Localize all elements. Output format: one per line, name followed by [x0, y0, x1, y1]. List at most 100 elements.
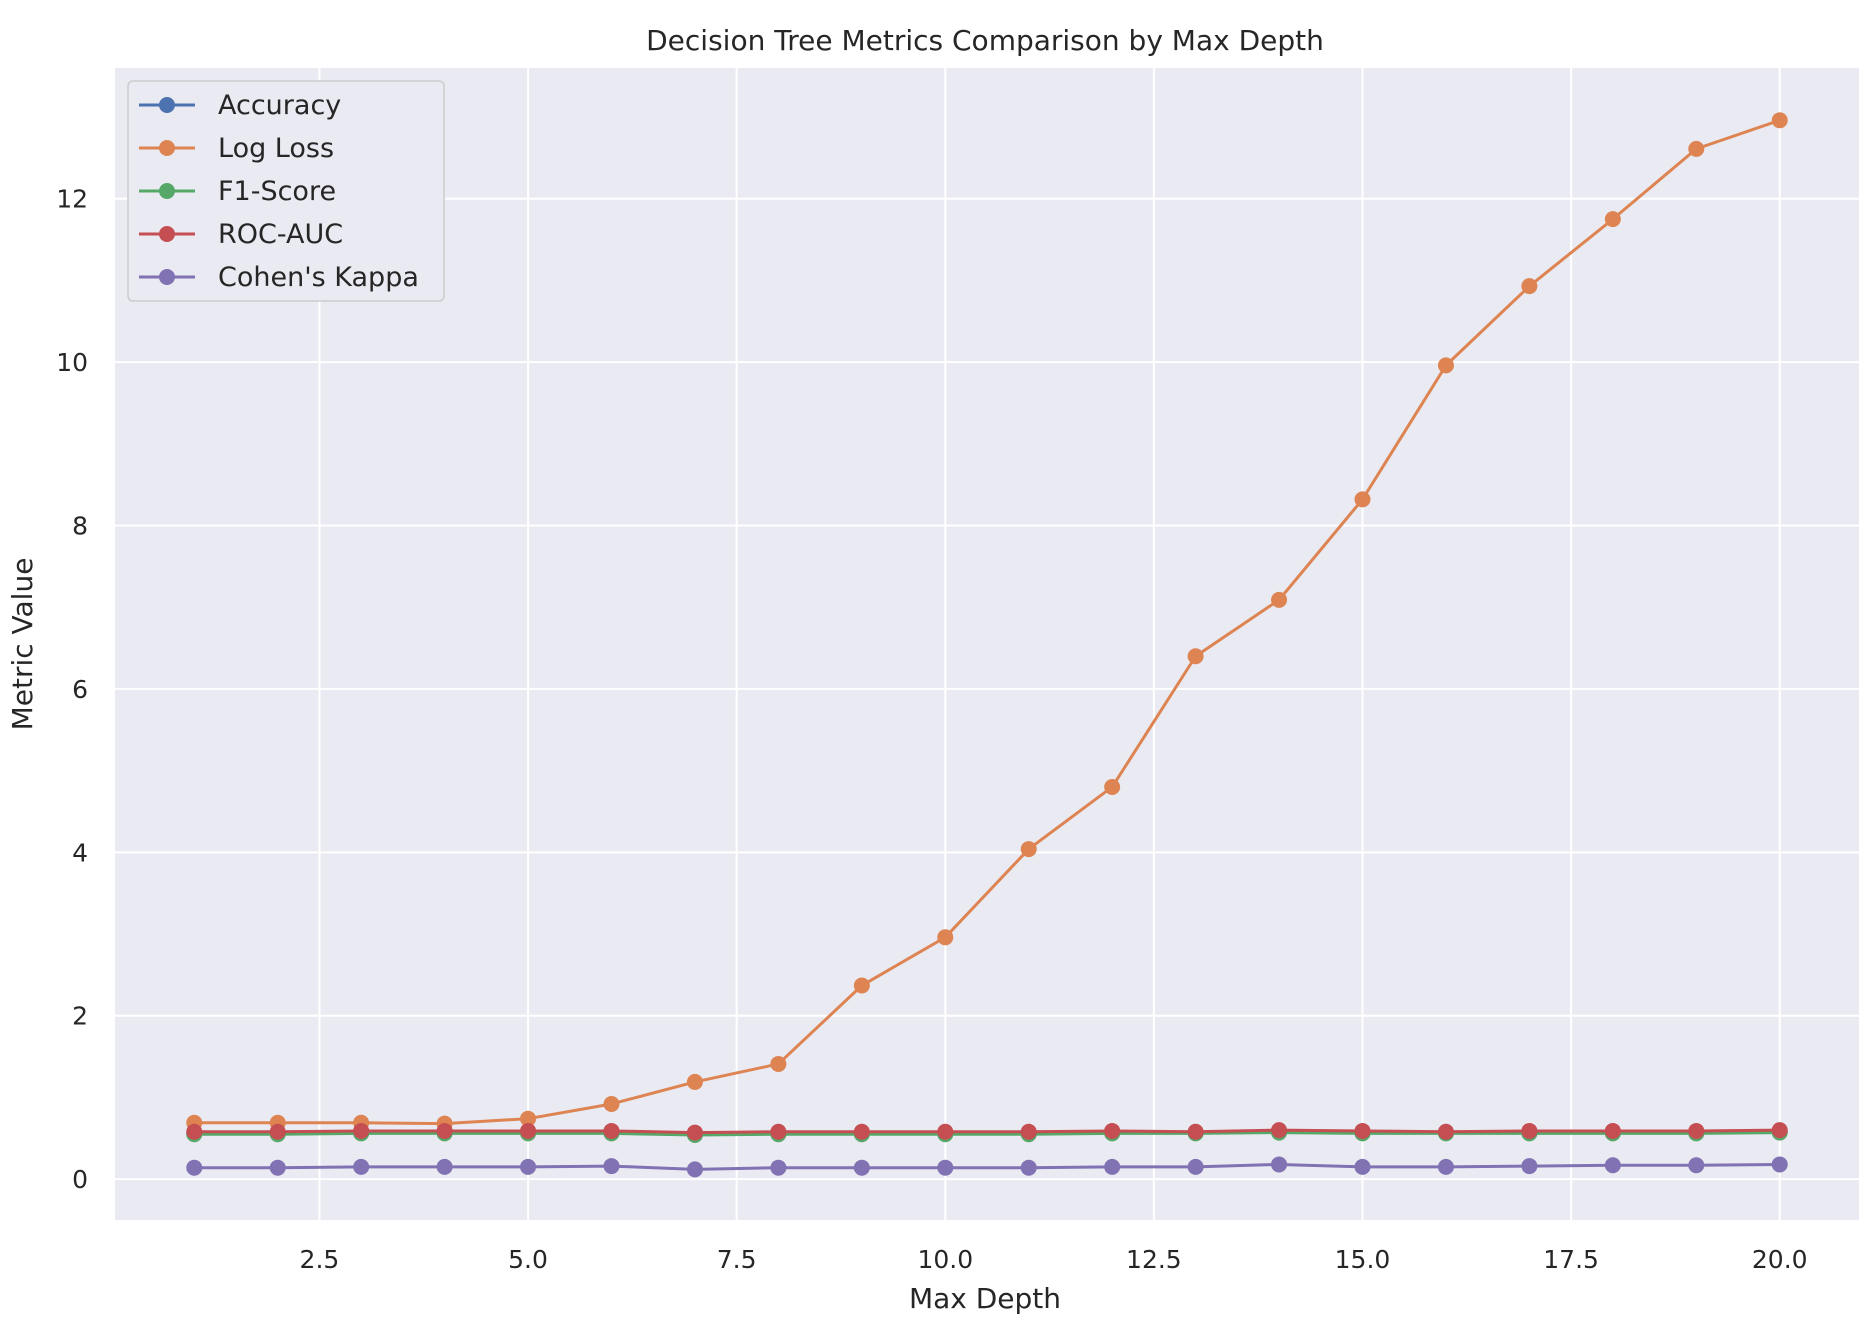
x-tick-label: 12.5	[1126, 1245, 1182, 1274]
data-point	[1521, 278, 1538, 295]
x-tick-label: 10.0	[917, 1245, 973, 1274]
data-point	[1271, 1156, 1288, 1173]
x-axis-label: Max Depth	[909, 1282, 1061, 1315]
data-point	[937, 929, 954, 946]
y-tick-label: 2	[72, 1002, 88, 1031]
legend-label: Cohen's Kappa	[218, 262, 419, 293]
data-point	[770, 1055, 787, 1072]
series-log-loss	[186, 112, 1788, 1132]
data-point	[1604, 1122, 1621, 1139]
legend-box	[127, 80, 445, 302]
data-point	[269, 1159, 286, 1176]
data-point	[937, 1159, 954, 1176]
data-point	[1771, 1122, 1788, 1139]
x-tick-label: 17.5	[1543, 1245, 1599, 1274]
data-point	[603, 1122, 620, 1139]
y-tick-label: 4	[72, 838, 88, 867]
data-point	[1104, 1158, 1121, 1175]
x-tick-label: 15.0	[1335, 1245, 1391, 1274]
data-point	[1521, 1158, 1538, 1175]
data-point	[353, 1158, 370, 1175]
data-point	[520, 1110, 537, 1127]
data-point	[1604, 1157, 1621, 1174]
data-point	[269, 1123, 286, 1140]
data-point	[1020, 841, 1037, 858]
data-point	[770, 1123, 787, 1140]
data-point	[603, 1158, 620, 1175]
data-point	[686, 1124, 703, 1141]
legend: Accuracy Log Loss F1-Score ROC-AUC Cohen's K…	[127, 80, 445, 302]
data-point	[1187, 648, 1204, 665]
series-line-cohen-s-kappa	[194, 1162, 1780, 1171]
data-point	[603, 1095, 620, 1112]
data-point	[436, 1158, 453, 1175]
data-point	[853, 977, 870, 994]
y-tick-label: 0	[72, 1165, 88, 1194]
data-point	[1187, 1158, 1204, 1175]
data-point	[1104, 778, 1121, 795]
data-point	[1688, 140, 1705, 157]
data-point	[1437, 1158, 1454, 1175]
data-point	[1020, 1123, 1037, 1140]
legend-item: Log Loss	[139, 133, 334, 164]
data-point	[686, 1161, 703, 1178]
tick-labels: 2.5 5.0 7.5 10.0 12.5 15.0 17.5 20.0 0 2 4 6 8 10 12	[56, 185, 1807, 1274]
series-line-roc-auc	[194, 1128, 1780, 1135]
y-tick-label: 10	[56, 348, 88, 377]
data-point	[853, 1123, 870, 1140]
data-point	[436, 1122, 453, 1139]
data-point	[1604, 211, 1621, 228]
series-roc-auc	[186, 1122, 1788, 1141]
data-point	[1521, 1122, 1538, 1139]
data-point	[1771, 112, 1788, 129]
legend-marker	[159, 269, 175, 285]
data-point	[1437, 357, 1454, 374]
legend-label: Accuracy	[218, 90, 341, 121]
data-point	[1437, 1123, 1454, 1140]
x-tick-label: 5.0	[508, 1245, 548, 1274]
legend-item: Cohen's Kappa	[139, 262, 419, 293]
chart-title: Decision Tree Metrics Comparison by Max …	[646, 24, 1324, 57]
series-layer	[186, 112, 1788, 1178]
series-line-f1-score	[194, 1131, 1780, 1137]
data-point	[1688, 1157, 1705, 1174]
legend-marker	[159, 226, 175, 242]
legend-item: Accuracy	[139, 90, 341, 121]
y-tick-label: 8	[72, 512, 88, 541]
data-point	[1354, 1122, 1371, 1139]
data-point	[853, 1159, 870, 1176]
y-tick-label: 12	[56, 185, 88, 214]
data-point	[186, 1159, 203, 1176]
data-point	[1354, 1158, 1371, 1175]
series-line-log-loss	[194, 118, 1781, 1126]
data-point	[1271, 591, 1288, 608]
legend-item: ROC-AUC	[139, 219, 343, 250]
x-tick-label: 7.5	[717, 1245, 757, 1274]
data-point	[520, 1122, 537, 1139]
data-point	[1271, 1122, 1288, 1139]
y-tick-label: 6	[72, 675, 88, 704]
legend-label: ROC-AUC	[218, 219, 343, 250]
data-point	[937, 1123, 954, 1140]
data-point	[770, 1159, 787, 1176]
x-tick-label: 20.0	[1752, 1245, 1808, 1274]
data-point	[353, 1122, 370, 1139]
series-cohen-s-kappa	[186, 1156, 1788, 1178]
data-point	[1354, 491, 1371, 508]
data-point	[1688, 1122, 1705, 1139]
legend-marker	[159, 97, 175, 113]
data-point	[1771, 1156, 1788, 1173]
data-point	[1187, 1123, 1204, 1140]
data-point	[686, 1073, 703, 1090]
legend-label: F1-Score	[218, 176, 336, 207]
legend-marker	[159, 183, 175, 199]
data-point	[1104, 1122, 1121, 1139]
legend-item: F1-Score	[139, 176, 336, 207]
data-point	[520, 1158, 537, 1175]
legend-label: Log Loss	[218, 133, 334, 164]
x-tick-label: 2.5	[300, 1245, 340, 1274]
data-point	[186, 1123, 203, 1140]
data-point	[1020, 1159, 1037, 1176]
legend-marker	[159, 140, 175, 156]
